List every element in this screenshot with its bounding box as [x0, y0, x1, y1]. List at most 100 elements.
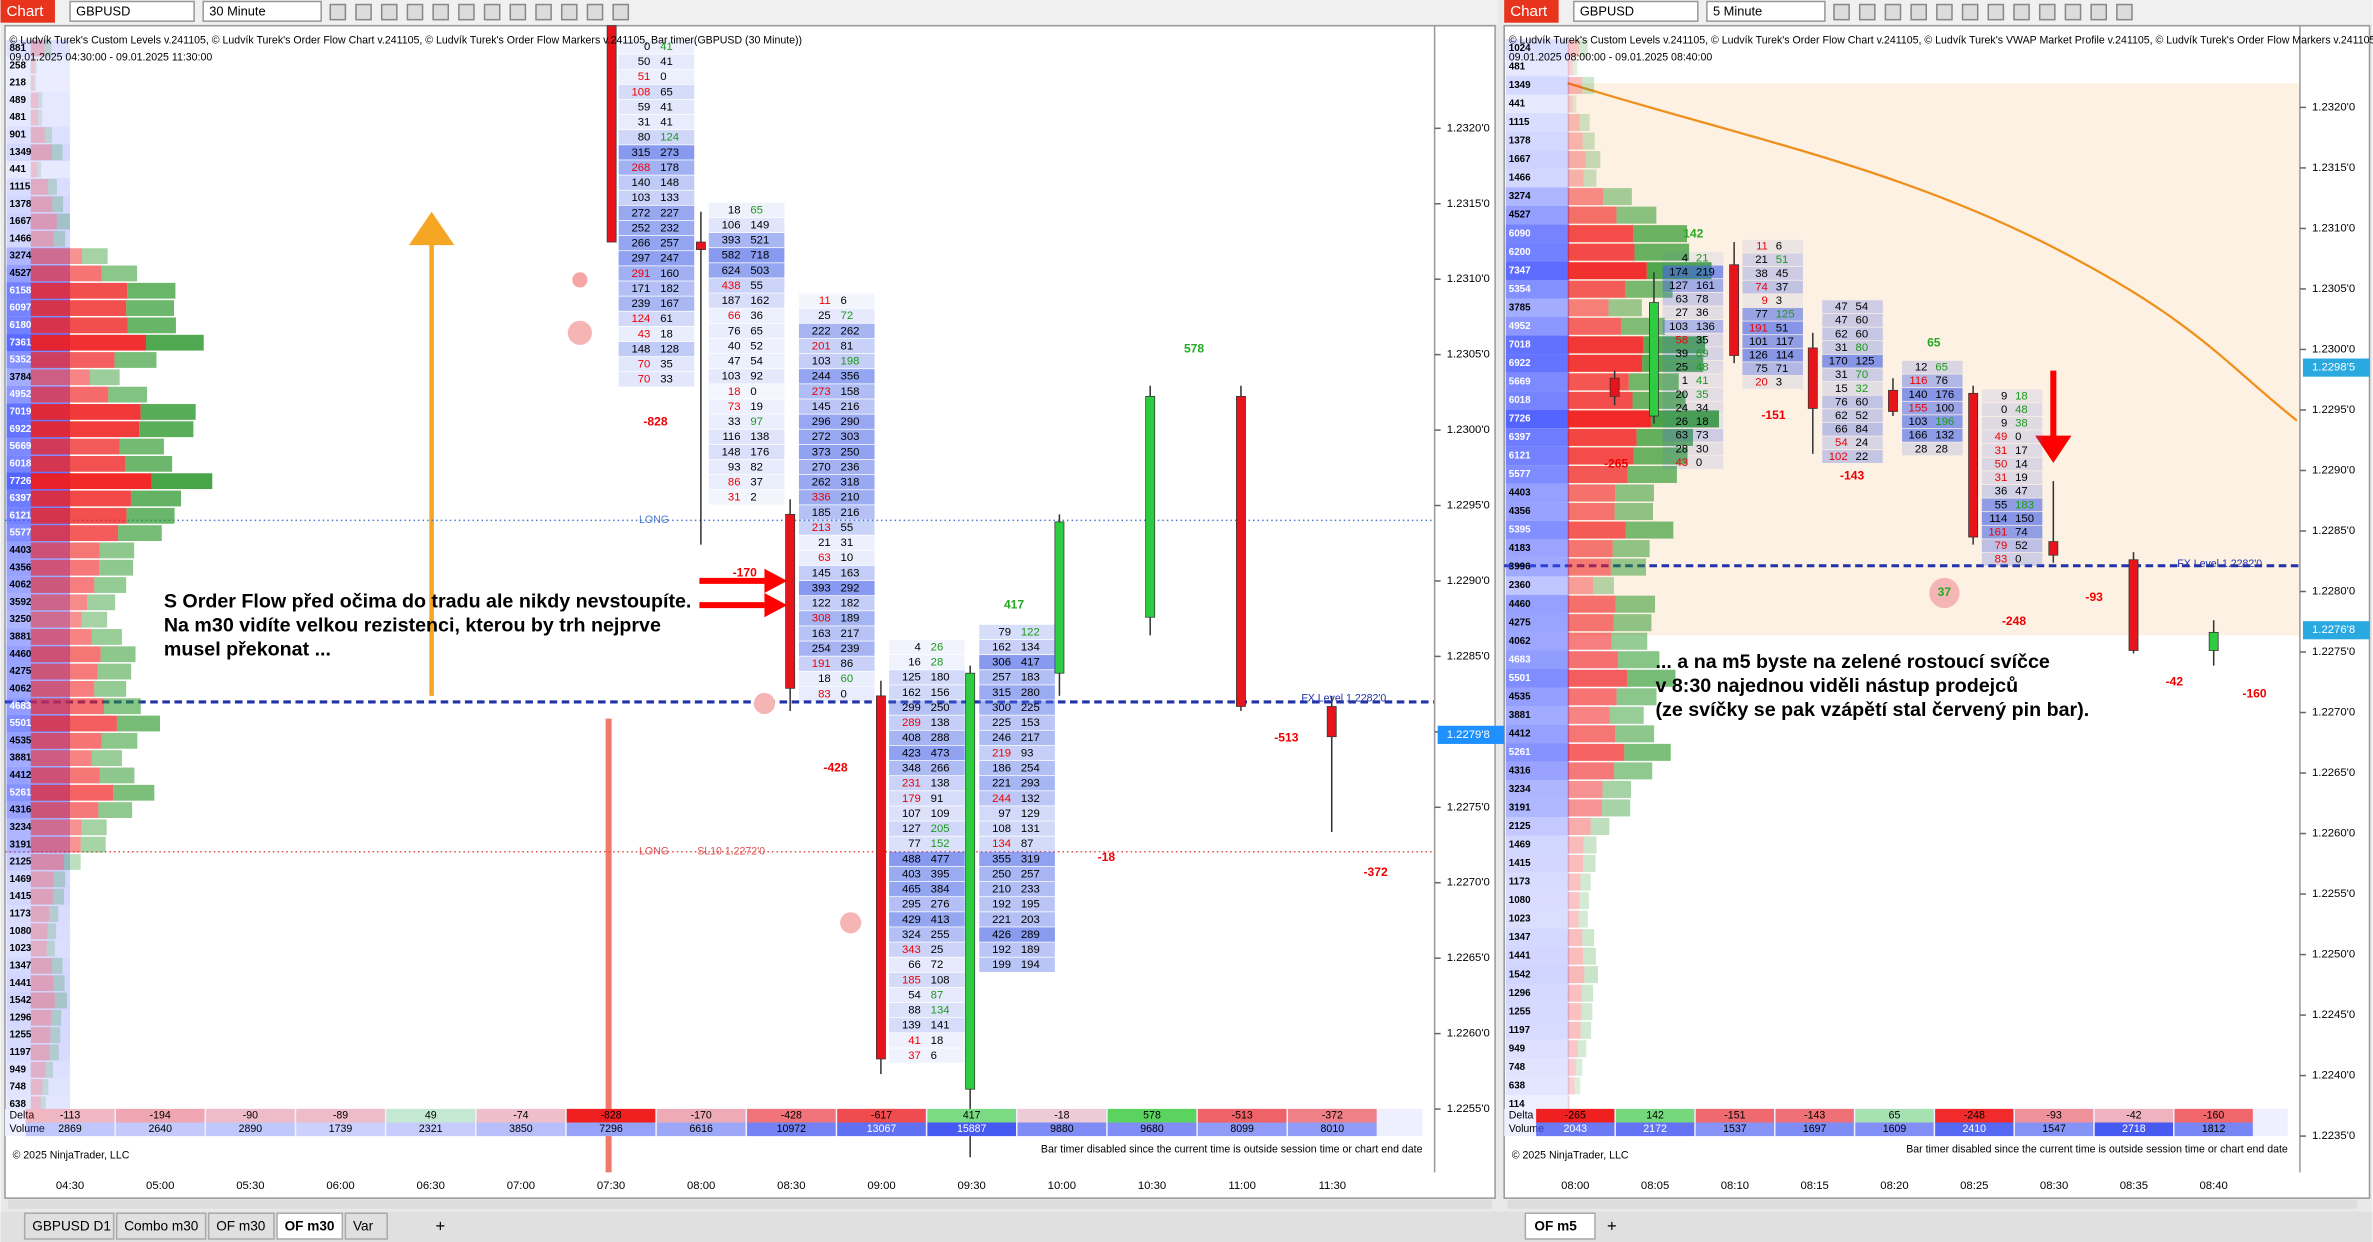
- footprint-bid: 38: [1755, 268, 1768, 280]
- footprint-ask: 81: [841, 340, 854, 352]
- footprint-bid: 266: [631, 238, 650, 250]
- toolbar-button[interactable]: [1936, 3, 1953, 21]
- footprint-bid: 0: [644, 41, 650, 53]
- footprint-ask: 0: [2015, 431, 2021, 443]
- toolbar-button[interactable]: [2064, 3, 2082, 21]
- toolbar-button[interactable]: [432, 3, 450, 21]
- profile-bar: [30, 663, 98, 680]
- profile-bar: [91, 629, 122, 645]
- tab[interactable]: [1524, 1212, 1596, 1240]
- profile-cell: [1505, 631, 1570, 651]
- footprint-cell: [979, 624, 1055, 640]
- toolbar-button[interactable]: [2013, 3, 2030, 21]
- timeframe-select[interactable]: [1706, 0, 1826, 22]
- toolbar-button[interactable]: [1987, 3, 2005, 21]
- timeframe-select[interactable]: [202, 0, 322, 22]
- profile-bar: [116, 715, 160, 732]
- profile-bar: [30, 421, 140, 438]
- footprint-ask: 138: [931, 778, 950, 790]
- footprint-cell: [1981, 457, 2043, 471]
- scrollbar[interactable]: [8, 1199, 1493, 1209]
- toolbar-button[interactable]: [1910, 3, 1928, 21]
- footprint-bid: 488: [902, 853, 921, 865]
- toolbar-button[interactable]: [1961, 3, 1979, 21]
- toolbar-button[interactable]: [2038, 3, 2056, 21]
- profile-bar: [34, 75, 36, 91]
- footprint-bid: 49: [1995, 431, 2008, 443]
- tab[interactable]: [276, 1212, 344, 1240]
- footprint-ask: 3: [1776, 377, 1782, 389]
- profile-bar: [30, 282, 128, 299]
- toolbar-button[interactable]: [2116, 3, 2133, 21]
- footprint-cell: [798, 656, 875, 671]
- profile-value: 1080: [1509, 895, 1531, 906]
- profile-value: 4356: [1509, 506, 1531, 517]
- delta-marker: -151: [1761, 408, 1785, 422]
- profile-value: 4316: [1509, 765, 1531, 776]
- profile-cell: [1505, 761, 1570, 781]
- footprint-cell: [1742, 321, 1803, 335]
- tab[interactable]: [23, 1212, 115, 1240]
- toolbar-button[interactable]: [586, 3, 604, 21]
- footprint-ask: 55: [841, 522, 854, 534]
- tab[interactable]: [344, 1212, 388, 1240]
- profile-bar: [1567, 799, 1603, 817]
- toolbar-button[interactable]: [2090, 3, 2108, 21]
- profile-bar: [1567, 595, 1616, 613]
- profile-cell: [6, 160, 71, 179]
- price-tick-label: 1.2295'0: [2312, 404, 2355, 416]
- tab[interactable]: [115, 1212, 207, 1240]
- footprint-cell: [889, 851, 965, 867]
- footprint-ask: 28: [1935, 443, 1948, 455]
- profile-bar: [1567, 1021, 1581, 1039]
- profile-cell: [6, 247, 71, 265]
- toolbar-button[interactable]: [612, 3, 630, 21]
- footprint-cell: [1981, 403, 2043, 417]
- footprint-ask: 521: [750, 235, 769, 247]
- profile-bar: [30, 92, 39, 109]
- profile-bar: [30, 1009, 52, 1026]
- toolbar-button[interactable]: [1884, 3, 1902, 21]
- toolbar-button[interactable]: [458, 3, 475, 21]
- profile-value: 4062: [10, 683, 32, 694]
- toolbar-button[interactable]: [509, 3, 527, 21]
- profile-bar: [30, 490, 131, 507]
- toolbar-button[interactable]: [560, 3, 578, 21]
- footprint-ask: 122: [1021, 626, 1040, 638]
- footprint-cell: [798, 611, 875, 626]
- footprint-ask: 93: [1021, 747, 1034, 759]
- volume-value: 1739: [329, 1123, 353, 1135]
- scrollbar[interactable]: [1507, 1199, 2358, 1209]
- toolbar-button[interactable]: [380, 3, 398, 21]
- toolbar-button[interactable]: [1833, 3, 1850, 21]
- profile-value: 3234: [10, 822, 32, 833]
- profile-cell: [6, 212, 71, 231]
- toolbar-button[interactable]: [406, 3, 424, 21]
- time-tick-label: 08:00: [1561, 1180, 1589, 1192]
- footprint-cell: [1742, 362, 1803, 376]
- chart-title: © Ludvík Turek's Custom Levels v.241105,…: [10, 35, 803, 47]
- footprint-cell: [618, 69, 695, 84]
- tab-label: Combo m30: [124, 1218, 199, 1233]
- toolbar-button[interactable]: [355, 3, 372, 21]
- toolbar-button[interactable]: [1858, 3, 1876, 21]
- toolbar-button[interactable]: [535, 3, 552, 21]
- footprint-bid: 50: [638, 56, 651, 68]
- instrument-select[interactable]: [1573, 0, 1699, 22]
- profile-bar: [30, 161, 38, 178]
- price-tick-label: 1.2255'0: [1447, 1103, 1490, 1115]
- footprint-ask: 183: [1021, 672, 1040, 684]
- footprint-bid: 33: [728, 416, 741, 428]
- toolbar-button[interactable]: [483, 3, 501, 21]
- profile-value: 748: [1509, 1062, 1526, 1073]
- footprint-ask: 257: [1021, 868, 1040, 880]
- tab[interactable]: [207, 1212, 275, 1240]
- footprint-ask: 158: [841, 386, 860, 398]
- profile-cell: [1505, 946, 1570, 966]
- instrument-select[interactable]: [69, 0, 195, 22]
- toolbar-button[interactable]: [329, 3, 347, 21]
- profile-bar: [30, 213, 57, 230]
- delta-marker: 65: [1927, 336, 1941, 350]
- footprint-bid: 191: [812, 658, 831, 670]
- footprint-cell: [1662, 360, 1724, 374]
